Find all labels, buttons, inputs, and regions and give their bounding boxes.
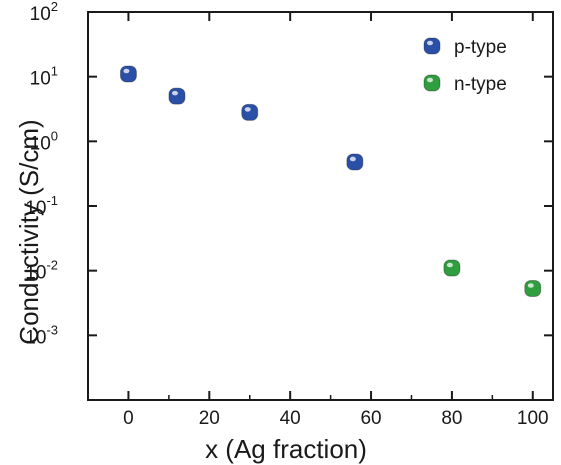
x-tick-label: 80 [441,408,462,429]
y-tick-exponent: -3 [46,322,58,337]
data-point-p-type [346,153,364,171]
y-tick-exponent: -2 [46,258,58,273]
legend-marker-n-type [423,74,441,92]
x-tick-label: 40 [280,408,301,429]
y-tick-exponent: 2 [51,0,58,14]
data-point-p-type [119,65,137,83]
x-tick-label: 100 [517,408,549,429]
y-tick-label: 101 [30,64,58,90]
data-point-n-type [443,259,461,277]
plot-frame [87,11,554,401]
legend-marker-p-type [423,37,441,55]
y-tick-exponent: -1 [46,193,58,208]
y-tick-exponent: 0 [51,128,58,143]
x-tick-label: 20 [199,408,220,429]
data-points [119,65,542,297]
x-tick-label: 0 [123,408,134,429]
y-axis-label: Conductivity (S/cm) [14,119,44,344]
x-axis-label: x (Ag fraction) [205,434,367,464]
x-tick-label: 60 [360,408,381,429]
data-point-p-type [241,103,259,121]
y-tick-exponent: 1 [51,64,58,79]
legend-label-p-type: p-type [454,37,507,58]
data-point-n-type [524,279,542,297]
legend: p-type n-type [423,37,507,95]
x-axis: 0 20 40 60 80 100 [123,12,549,429]
y-tick-label: 102 [30,0,58,25]
plot-area-border [87,11,554,401]
legend-label-n-type: n-type [454,74,507,95]
data-point-p-type [168,87,186,105]
